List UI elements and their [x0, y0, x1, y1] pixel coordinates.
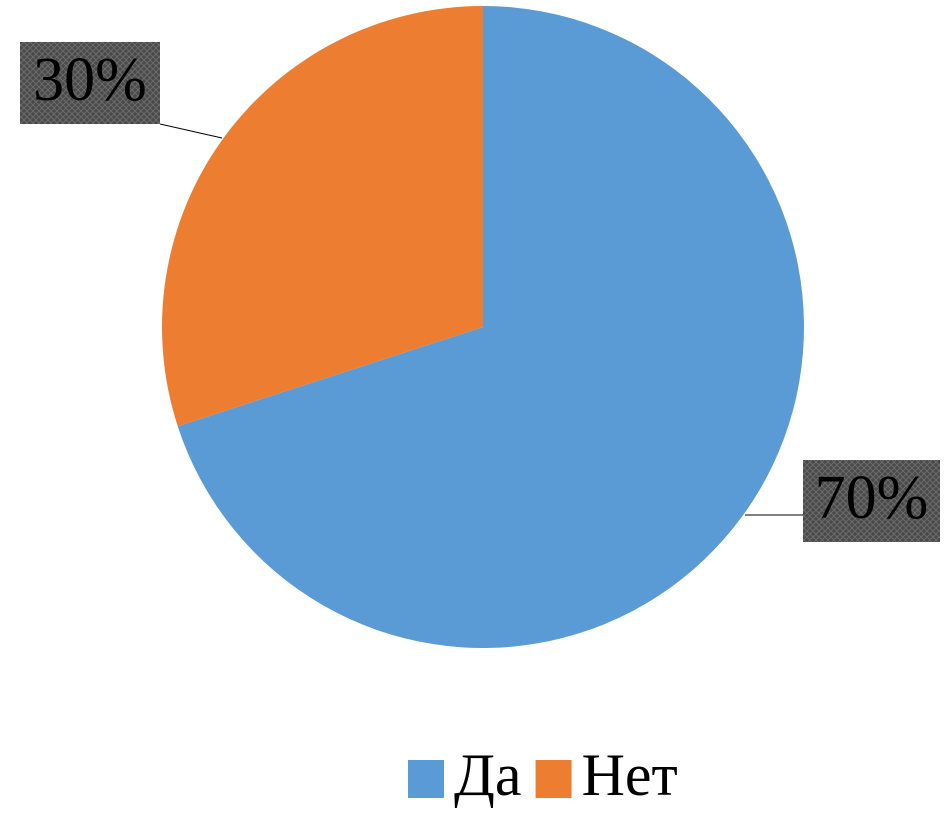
legend-label: Да: [454, 742, 522, 808]
data-label: 70%: [815, 464, 929, 532]
legend-swatch: [535, 760, 572, 798]
data-label-box: [20, 42, 160, 124]
leader-line: [159, 123, 223, 139]
legend-label: Нет: [582, 742, 678, 808]
data-label-box: [803, 460, 940, 542]
pie-slice: [161, 6, 483, 427]
legend-swatch: [408, 760, 444, 798]
pie-slice: [177, 6, 804, 648]
data-label: 30%: [33, 46, 147, 114]
